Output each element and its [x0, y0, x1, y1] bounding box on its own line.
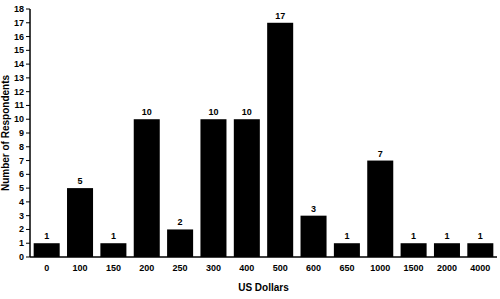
data-label: 1 — [44, 231, 49, 241]
data-label: 1 — [478, 231, 483, 241]
y-tick — [26, 133, 30, 134]
y-tick-label: 10 — [14, 114, 24, 124]
x-tick-label: 200 — [139, 263, 154, 273]
bar — [100, 243, 126, 257]
chart: 1511021010173171110123456789101112131415… — [0, 0, 500, 299]
x-tick-label: 150 — [106, 263, 121, 273]
bar — [434, 243, 460, 257]
y-tick — [26, 243, 30, 244]
y-tick-label: 0 — [19, 252, 24, 262]
data-label: 1 — [444, 231, 449, 241]
x-tick-label: 100 — [73, 263, 88, 273]
y-tick — [26, 257, 30, 258]
y-tick — [26, 9, 30, 10]
y-tick-label: 3 — [19, 211, 24, 221]
x-tick-label: 4000 — [470, 263, 490, 273]
x-tick-label: 400 — [239, 263, 254, 273]
x-tick-label: 500 — [273, 263, 288, 273]
data-label: 10 — [142, 107, 152, 117]
data-label: 10 — [242, 107, 252, 117]
y-tick-label: 15 — [14, 45, 24, 55]
y-tick — [26, 229, 30, 230]
x-tick-label: 1500 — [404, 263, 424, 273]
y-tick-label: 7 — [19, 156, 24, 166]
x-tick-label: 600 — [306, 263, 321, 273]
data-label: 3 — [311, 204, 316, 214]
bar — [467, 243, 493, 257]
y-tick-label: 18 — [14, 4, 24, 14]
data-label: 1 — [344, 231, 349, 241]
x-tick-label: 300 — [206, 263, 221, 273]
bars — [34, 23, 494, 257]
y-tick — [26, 22, 30, 23]
data-label: 2 — [178, 217, 183, 227]
y-tick — [26, 160, 30, 161]
y-tick-label: 5 — [19, 183, 24, 193]
y-tick-label: 9 — [19, 128, 24, 138]
y-tick-label: 16 — [14, 32, 24, 42]
x-axis — [30, 256, 497, 258]
y-tick-label: 8 — [19, 142, 24, 152]
x-tick-label: 250 — [173, 263, 188, 273]
bar — [134, 119, 160, 257]
y-tick — [26, 215, 30, 216]
y-tick-label: 1 — [19, 238, 24, 248]
bar — [401, 243, 427, 257]
y-tick — [26, 91, 30, 92]
bar — [367, 161, 393, 257]
y-tick-label: 4 — [19, 197, 24, 207]
y-tick — [26, 174, 30, 175]
y-tick — [26, 105, 30, 106]
bar — [234, 119, 260, 257]
y-tick-label: 17 — [14, 18, 24, 28]
data-label: 1 — [111, 231, 116, 241]
y-axis-label: Number of Respondents — [0, 75, 11, 192]
y-tick-label: 2 — [19, 224, 24, 234]
y-tick — [26, 36, 30, 37]
bar — [334, 243, 360, 257]
data-label: 5 — [78, 176, 83, 186]
bar — [200, 119, 226, 257]
bar — [67, 188, 93, 257]
y-tick — [26, 201, 30, 202]
y-tick-label: 13 — [14, 73, 24, 83]
data-label: 17 — [275, 11, 285, 21]
data-label: 1 — [411, 231, 416, 241]
y-tick — [26, 119, 30, 120]
x-axis-label: US Dollars — [238, 282, 289, 293]
data-label: 10 — [208, 107, 218, 117]
y-tick — [26, 50, 30, 51]
data-label: 7 — [378, 149, 383, 159]
y-tick — [26, 146, 30, 147]
y-tick-label: 11 — [14, 100, 24, 110]
bar — [301, 216, 327, 257]
y-tick-label: 14 — [14, 59, 24, 69]
y-tick — [26, 77, 30, 78]
bar — [34, 243, 60, 257]
y-tick — [26, 188, 30, 189]
x-tick-label: 0 — [44, 263, 49, 273]
y-tick — [26, 64, 30, 65]
bar — [267, 23, 293, 257]
bar — [167, 229, 193, 257]
x-tick-label: 650 — [339, 263, 354, 273]
y-tick-label: 6 — [19, 169, 24, 179]
y-tick-label: 12 — [14, 87, 24, 97]
x-tick-label: 2000 — [437, 263, 457, 273]
x-tick-label: 1000 — [370, 263, 390, 273]
